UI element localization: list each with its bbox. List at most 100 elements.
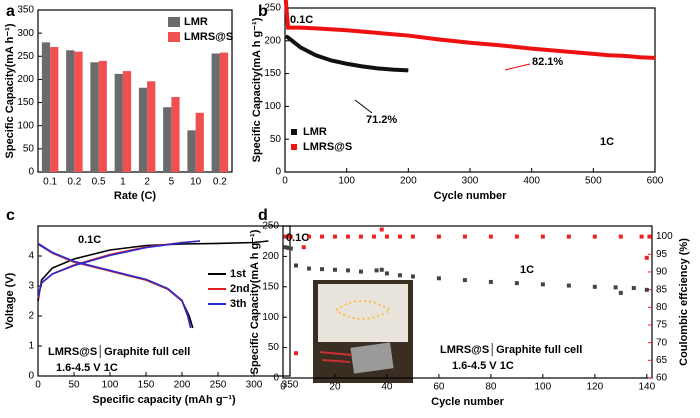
y2-tick-label: 100 — [656, 231, 673, 242]
point — [488, 234, 493, 239]
y-tick-label: 1 — [28, 341, 34, 352]
annotation: 1.6-4.5 V 1C — [452, 360, 514, 372]
legend-label: LMRS@S — [303, 141, 352, 153]
point — [647, 234, 652, 239]
x-tick-label: 80 — [485, 382, 497, 393]
point — [358, 234, 363, 239]
annotation: 1C — [520, 264, 534, 276]
x-tick-label: 140 — [638, 382, 655, 393]
y-tick-label: 250 — [264, 3, 281, 14]
y-tick-label: 250 — [17, 51, 34, 62]
legend-label: LMR — [303, 126, 327, 138]
y-tick-label: 50 — [268, 342, 280, 353]
point — [345, 268, 350, 273]
point — [436, 276, 441, 281]
x-tick-label: 400 — [523, 176, 540, 187]
y-tick-label: 150 — [264, 68, 281, 79]
panel-label: c — [6, 207, 15, 224]
annotation: 0.1C — [290, 14, 313, 26]
y-tick-label: 0 — [275, 167, 281, 178]
x-tick-label: 0 — [282, 176, 288, 187]
x-tick-label: 1 — [120, 177, 126, 188]
x-tick-label: 2 — [144, 177, 150, 188]
point — [293, 263, 298, 268]
bar — [187, 130, 196, 172]
x-tick-label: 200 — [174, 380, 191, 391]
bar — [98, 60, 107, 172]
legend-swatch — [168, 32, 180, 42]
point — [379, 267, 384, 272]
y2-tick-label: 85 — [656, 284, 668, 295]
point — [319, 267, 324, 272]
series-line — [284, 34, 409, 73]
bar — [147, 81, 156, 172]
y-tick-label: 0 — [28, 167, 34, 178]
bar — [122, 71, 132, 172]
annotation: LMRS@S│Graphite full cell — [48, 344, 190, 359]
point — [462, 278, 467, 283]
bar — [114, 73, 123, 172]
x-tick-label: 0.1 — [43, 177, 57, 188]
point — [397, 234, 402, 239]
point — [462, 234, 467, 239]
y-tick-label: 250 — [262, 221, 279, 232]
legend-swatch — [291, 144, 297, 150]
y-tick-label: 150 — [17, 97, 34, 108]
x-tick-label: 600 — [647, 176, 664, 187]
y-tick-label: 2 — [28, 311, 34, 322]
bar — [171, 97, 180, 172]
point — [286, 245, 291, 250]
point — [613, 285, 618, 290]
annotation: 1.6-4.5 V 1C — [56, 362, 118, 374]
bar — [41, 42, 51, 173]
plot-frame — [282, 225, 653, 379]
arrow — [504, 63, 531, 71]
x-tick-label: 200 — [400, 176, 417, 187]
x-tick-label: 0.5 — [92, 177, 106, 188]
y-tick-label: 50 — [270, 134, 282, 145]
x-tick-label: 10 — [190, 177, 202, 188]
point — [374, 268, 379, 273]
x-tick-label: 350 — [282, 380, 299, 391]
panel-label: a — [6, 3, 15, 20]
x-tick-label: 100 — [338, 176, 355, 187]
panel-label: d — [258, 207, 268, 224]
y-tick-label: 300 — [17, 28, 34, 39]
point — [332, 234, 337, 239]
legend-swatch — [168, 17, 180, 27]
arrow — [354, 99, 373, 114]
y-tick-label: 100 — [17, 120, 34, 131]
y-tick-label: 200 — [264, 35, 281, 46]
point — [332, 267, 337, 272]
bar — [211, 53, 220, 172]
plot-frame — [37, 9, 233, 173]
point — [306, 266, 311, 271]
point — [288, 234, 293, 239]
y2-tick-label: 70 — [656, 337, 668, 348]
point — [540, 234, 545, 239]
point — [592, 284, 597, 289]
y-tick-label: 4 — [28, 251, 34, 262]
annotation: 1C — [600, 136, 614, 148]
x-tick-label: 20 — [329, 382, 341, 393]
point — [566, 283, 571, 288]
point — [283, 245, 288, 250]
x-tick-label: 0 — [280, 382, 286, 393]
y-tick-label: 200 — [262, 251, 279, 262]
bar — [219, 52, 229, 172]
x-tick-label: 100 — [102, 380, 119, 391]
x-tick-label: 0.2 — [67, 177, 81, 188]
x-tick-label: 50 — [68, 380, 80, 391]
point — [644, 255, 649, 260]
annotation: LMRS@S│Graphite full cell — [440, 342, 582, 357]
y-axis-label: Voltage (V) — [4, 272, 16, 329]
y-axis-label: Specific Capacity(mA h g⁻¹) — [251, 17, 263, 162]
bar — [74, 51, 83, 172]
x-tick-label: 40 — [381, 382, 393, 393]
point — [384, 271, 389, 276]
x-tick-label: 60 — [433, 382, 445, 393]
y-axis-label: Specific Capacity(mA h g⁻¹) — [249, 229, 261, 374]
inset-photo — [313, 280, 413, 383]
legend-label: 1st — [230, 268, 246, 280]
x-axis-label: Rate (C) — [114, 190, 157, 202]
